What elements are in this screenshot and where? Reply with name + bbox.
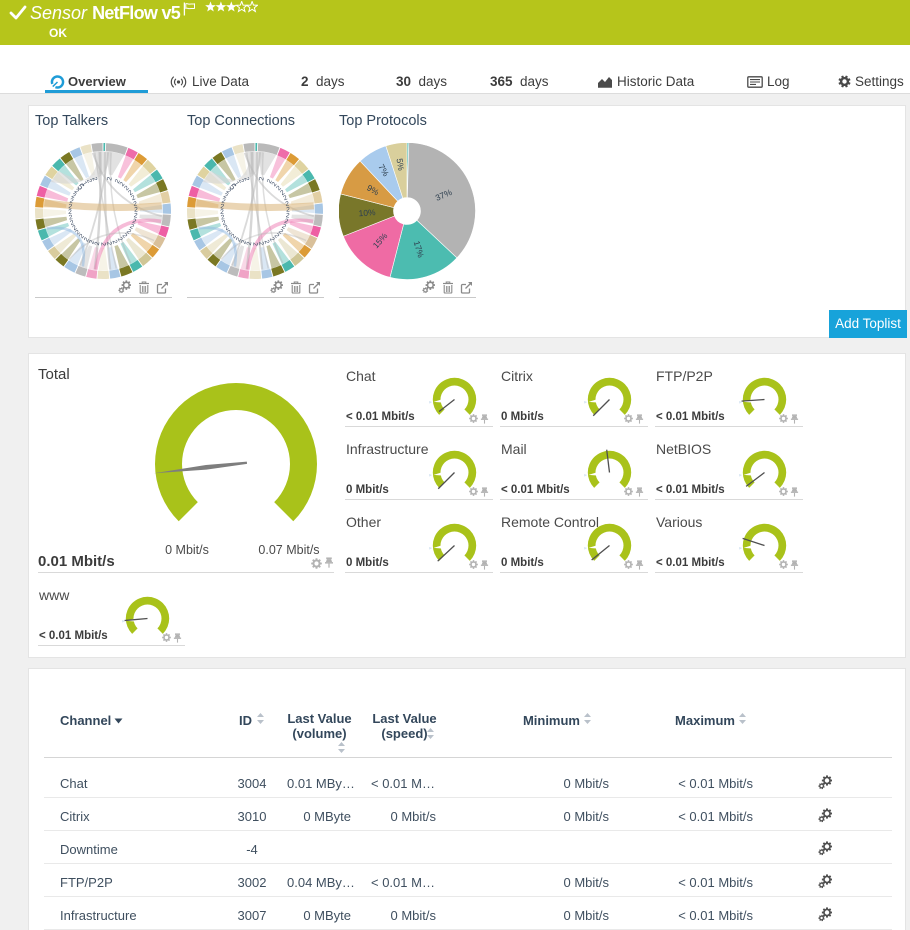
svg-text:2: 2: [68, 214, 73, 222]
svg-text:2: 2: [230, 233, 238, 241]
svg-text:2: 2: [130, 194, 136, 202]
svg-text:17%: 17%: [412, 240, 426, 260]
svg-text:2: 2: [111, 239, 119, 245]
svg-text:2: 2: [70, 192, 77, 200]
svg-text:2: 2: [221, 219, 227, 227]
svg-text:2: 2: [225, 188, 232, 196]
svg-text:2: 2: [106, 176, 114, 181]
svg-text:2: 2: [220, 209, 224, 216]
svg-text:2: 2: [268, 236, 276, 243]
svg-text:2: 2: [237, 178, 245, 185]
svg-text:2: 2: [127, 189, 134, 197]
svg-text:2: 2: [134, 207, 138, 214]
svg-text:2: 2: [90, 177, 98, 183]
svg-text:2: 2: [221, 198, 227, 206]
svg-text:2: 2: [251, 242, 258, 246]
svg-text:2: 2: [285, 212, 290, 219]
svg-text:2: 2: [258, 176, 266, 181]
svg-text:5%: 5%: [394, 158, 406, 172]
svg-text:2: 2: [129, 223, 136, 231]
svg-text:2: 2: [281, 223, 288, 231]
svg-text:2: 2: [83, 236, 91, 243]
svg-text:2: 2: [223, 224, 230, 232]
svg-text:1: 1: [232, 180, 240, 187]
svg-text:2: 2: [285, 200, 290, 208]
svg-text:2: 2: [78, 233, 86, 241]
svg-text:2: 2: [131, 218, 137, 226]
svg-text:2: 2: [73, 188, 80, 196]
svg-text:2: 2: [69, 219, 75, 227]
svg-text:2: 2: [240, 239, 248, 245]
svg-text:2: 2: [282, 194, 288, 202]
svg-text:2: 2: [88, 239, 96, 245]
svg-text:2: 2: [99, 242, 106, 246]
svg-text:2: 2: [114, 178, 122, 185]
svg-text:2: 2: [116, 236, 124, 243]
svg-text:2: 2: [273, 232, 281, 240]
svg-text:2: 2: [121, 232, 129, 240]
svg-text:2: 2: [125, 228, 133, 236]
svg-text:5: 5: [75, 182, 86, 193]
svg-text:2: 2: [279, 189, 286, 197]
svg-text:2: 2: [242, 177, 250, 183]
svg-text:2: 2: [133, 200, 138, 208]
svg-text:2: 2: [283, 218, 289, 226]
svg-text:2: 2: [263, 239, 271, 245]
svg-text:2: 2: [277, 228, 285, 236]
svg-text:2: 2: [68, 209, 72, 216]
svg-text:2: 2: [222, 192, 229, 200]
svg-text:2: 2: [85, 178, 93, 185]
svg-text:2: 2: [105, 241, 113, 246]
svg-text:2: 2: [133, 212, 138, 219]
svg-text:2: 2: [69, 198, 75, 206]
svg-text:2: 2: [257, 241, 265, 246]
svg-text:5: 5: [227, 182, 238, 193]
svg-text:10%: 10%: [358, 207, 376, 218]
svg-text:2: 2: [275, 184, 283, 192]
svg-text:2: 2: [226, 229, 234, 237]
svg-text:2: 2: [94, 241, 102, 246]
svg-text:2: 2: [286, 207, 290, 214]
svg-text:2: 2: [220, 214, 225, 222]
svg-text:2: 2: [68, 203, 73, 210]
svg-text:2: 2: [246, 241, 254, 246]
svg-text:1: 1: [80, 180, 88, 187]
svg-text:2: 2: [74, 229, 82, 237]
svg-text:2: 2: [119, 181, 127, 188]
svg-text:2: 2: [266, 178, 274, 185]
svg-text:2: 2: [220, 203, 225, 210]
svg-text:2: 2: [71, 224, 78, 232]
svg-text:2: 2: [271, 181, 279, 188]
svg-text:2: 2: [235, 236, 243, 243]
svg-text:2: 2: [123, 184, 131, 192]
